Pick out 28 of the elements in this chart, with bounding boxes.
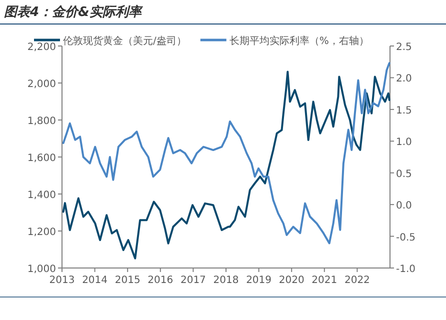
y-tick-label: 2,200 [27, 42, 56, 53]
y2-tick-label: 2.0 [396, 74, 412, 85]
y-tick-label: 1,000 [27, 264, 56, 275]
x-tick-label: 2021 [312, 275, 338, 286]
x-tick-label: 2020 [278, 275, 304, 286]
x-tick-label: 2019 [246, 275, 272, 286]
x-tick-label: 2017 [180, 275, 206, 286]
y-tick-label: 1,200 [27, 227, 56, 238]
x-tick-label: 2018 [213, 275, 239, 286]
x-tick-label: 2022 [344, 275, 370, 286]
y-tick-label: 1,600 [27, 153, 56, 164]
y-tick-label: 2,000 [27, 79, 56, 90]
y-tick-label: 1,400 [27, 190, 56, 201]
legend-label: 长期平均实际利率（%，右轴） [229, 35, 369, 47]
x-tick-label: 2013 [49, 275, 75, 286]
x-tick-label: 2014 [82, 275, 108, 286]
y2-tick-label: 1.5 [396, 105, 412, 116]
y2-tick-label: -1.0 [396, 264, 416, 275]
y-tick-label: 1,800 [27, 116, 56, 127]
y2-tick-label: 1.0 [396, 137, 412, 148]
x-tick-label: 2016 [148, 275, 174, 286]
chart-title: 图表4：金价&实际利率 [4, 4, 144, 20]
legend-label: 伦敦现货黄金（美元/盎司） [63, 35, 186, 47]
y2-tick-label: 0.0 [396, 200, 412, 212]
y2-tick-label: -0.5 [396, 232, 416, 244]
x-tick-label: 2015 [114, 275, 140, 286]
y2-tick-label: 2.5 [396, 42, 412, 53]
y2-tick-label: 0.5 [396, 168, 412, 180]
